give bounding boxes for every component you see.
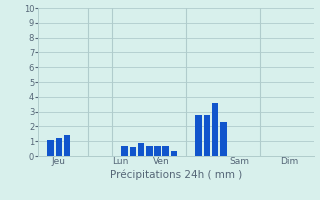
Bar: [146, 146, 153, 156]
Bar: [204, 115, 210, 156]
Bar: [220, 122, 227, 156]
Bar: [195, 115, 202, 156]
Bar: [64, 135, 70, 156]
Bar: [212, 103, 218, 156]
Bar: [121, 146, 128, 156]
Bar: [47, 140, 54, 156]
Bar: [154, 146, 161, 156]
Bar: [171, 151, 177, 156]
Bar: [130, 147, 136, 156]
Bar: [163, 146, 169, 156]
Bar: [56, 138, 62, 156]
X-axis label: Précipitations 24h ( mm ): Précipitations 24h ( mm ): [110, 169, 242, 180]
Bar: [138, 143, 144, 156]
